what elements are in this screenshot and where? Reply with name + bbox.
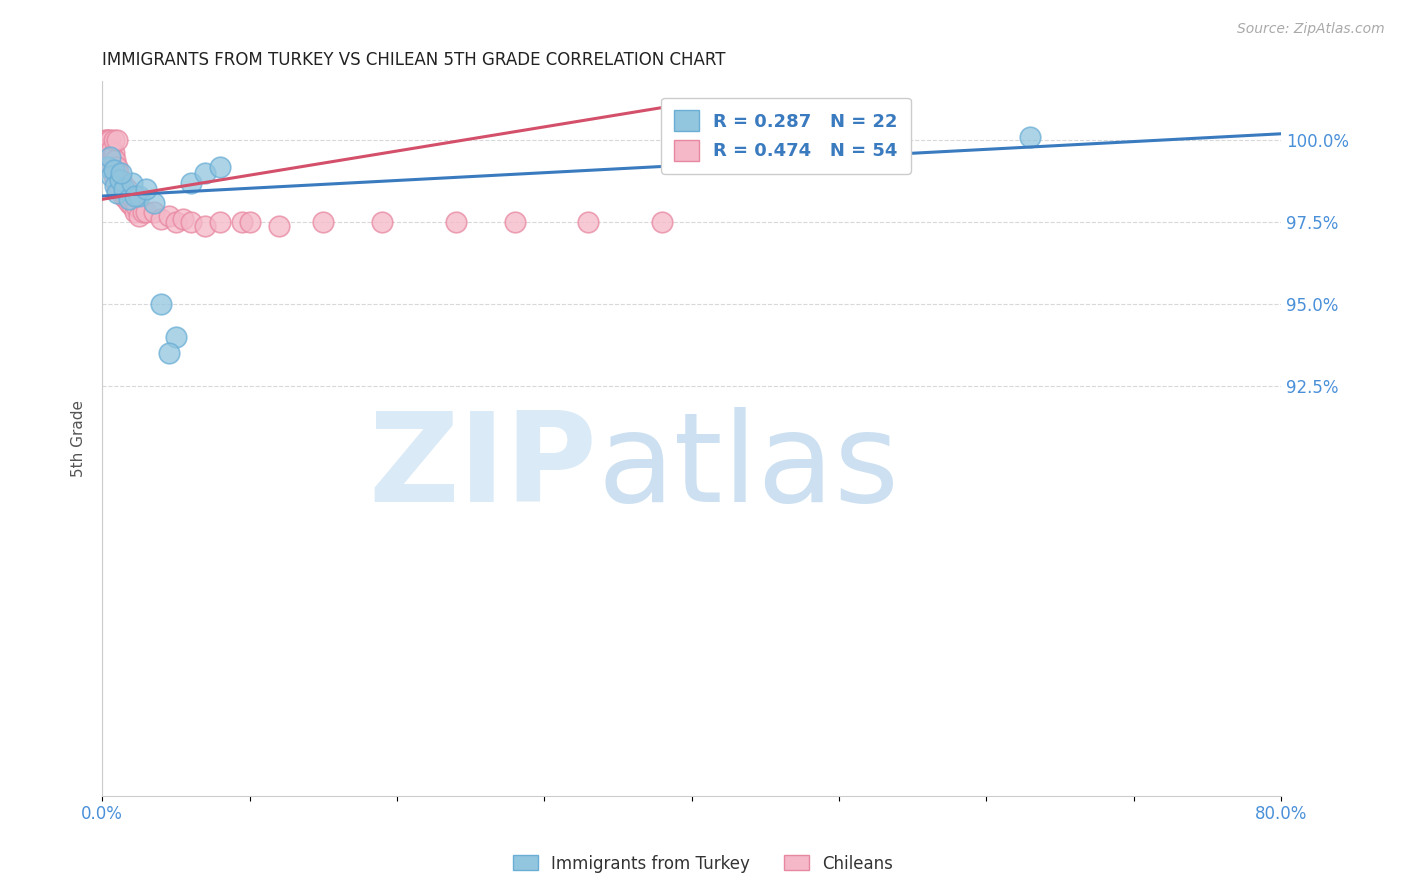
Point <box>444 215 467 229</box>
Point <box>117 182 139 196</box>
Point <box>112 182 135 196</box>
Point <box>121 176 143 190</box>
Point <box>101 166 124 180</box>
Point <box>150 297 173 311</box>
Point <box>108 172 131 186</box>
Point <box>172 211 194 226</box>
Y-axis label: 5th Grade: 5th Grade <box>72 400 86 477</box>
Point <box>157 346 180 360</box>
Point <box>209 160 232 174</box>
Point <box>371 215 394 229</box>
Point <box>103 133 125 147</box>
Point <box>125 199 148 213</box>
Point <box>180 176 202 190</box>
Point <box>238 215 260 229</box>
Point <box>165 330 187 344</box>
Legend: R = 0.287   N = 22, R = 0.474   N = 54: R = 0.287 N = 22, R = 0.474 N = 54 <box>661 97 911 174</box>
Point <box>194 166 217 180</box>
Point <box>110 172 132 186</box>
Point <box>503 215 526 229</box>
Point <box>98 133 121 147</box>
Point <box>112 179 135 194</box>
Point <box>103 162 125 177</box>
Point <box>105 160 128 174</box>
Point <box>100 169 122 184</box>
Text: atlas: atlas <box>598 407 900 528</box>
Point <box>194 219 217 233</box>
Point <box>96 140 118 154</box>
Point <box>1019 130 1042 145</box>
Point <box>135 182 157 196</box>
Point <box>231 215 253 229</box>
Point <box>105 186 128 200</box>
Point <box>111 189 134 203</box>
Point <box>180 215 202 229</box>
Point <box>104 172 127 186</box>
Point <box>124 189 146 203</box>
Text: IMMIGRANTS FROM TURKEY VS CHILEAN 5TH GRADE CORRELATION CHART: IMMIGRANTS FROM TURKEY VS CHILEAN 5TH GR… <box>103 51 725 69</box>
Legend: Immigrants from Turkey, Chileans: Immigrants from Turkey, Chileans <box>506 848 900 880</box>
Point <box>121 199 143 213</box>
Point <box>104 179 127 194</box>
Point <box>100 143 122 157</box>
Point <box>108 182 131 196</box>
Point <box>96 133 118 147</box>
Point <box>120 189 142 203</box>
Point <box>107 166 129 180</box>
Text: Source: ZipAtlas.com: Source: ZipAtlas.com <box>1237 22 1385 37</box>
Point <box>98 156 121 170</box>
Point <box>128 209 150 223</box>
Point <box>142 205 165 219</box>
Point <box>110 166 132 180</box>
Point <box>114 192 136 206</box>
Point <box>209 215 232 229</box>
Point <box>94 133 117 147</box>
Point <box>94 143 117 157</box>
Point <box>104 153 127 167</box>
Point <box>97 150 120 164</box>
Point <box>132 205 155 219</box>
Text: ZIP: ZIP <box>368 407 598 528</box>
Point <box>267 219 290 233</box>
Point <box>124 205 146 219</box>
Point <box>98 140 121 154</box>
Point <box>312 215 335 229</box>
Point <box>165 215 187 229</box>
Point <box>128 189 150 203</box>
Point <box>157 209 180 223</box>
Point <box>651 215 673 229</box>
Point <box>97 160 120 174</box>
Point <box>578 215 600 229</box>
Point <box>103 146 125 161</box>
Point <box>105 182 128 196</box>
Point <box>101 150 124 164</box>
Point <box>118 192 141 206</box>
Point <box>118 195 141 210</box>
Point <box>105 133 128 147</box>
Point <box>97 133 120 147</box>
Point <box>103 156 125 170</box>
Point <box>135 205 157 219</box>
Point <box>150 211 173 226</box>
Point <box>142 195 165 210</box>
Point <box>98 150 121 164</box>
Point <box>122 192 145 206</box>
Point <box>100 160 122 174</box>
